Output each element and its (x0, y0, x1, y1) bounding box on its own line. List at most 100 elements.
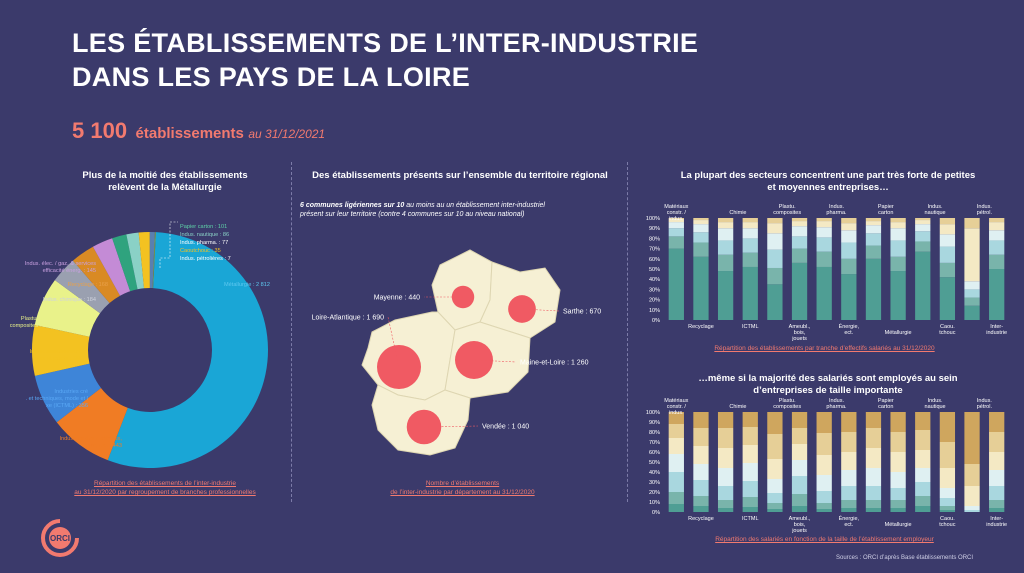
donut-slice-12 (152, 232, 156, 289)
bar-seg-1-1 (693, 242, 709, 257)
top-label-3: Indus. pharma. (826, 204, 847, 216)
bottom-label-5: Caou. tchouc (939, 516, 955, 528)
page-title: LES ÉTABLISSEMENTS DE L’INTER-INDUSTRIE … (72, 26, 698, 94)
panel2-note-bold: 6 communes ligériennes sur 10 (300, 202, 405, 209)
bar-seg-9-1 (890, 500, 906, 508)
donut-chart: Métallurgie : 2 812 Industries des matéri… (10, 221, 270, 468)
bar-seg-1-5 (693, 218, 709, 221)
bar-seg-12-2 (964, 289, 980, 298)
y-tick-0: 0% (652, 510, 660, 516)
bar-seg-9-5 (890, 432, 906, 452)
y-tick-9: 90% (649, 420, 660, 426)
panel2-note-rest: au moins au un établissement inter-indus… (404, 202, 545, 209)
bar-seg-5-2 (791, 476, 808, 494)
bar-seg-8-5 (865, 428, 882, 448)
bar-seg-7-3 (841, 230, 857, 243)
bar-seg-8-6 (865, 412, 882, 428)
bar-seg-1-4 (693, 446, 709, 464)
bar-seg-4-5 (767, 218, 783, 224)
panel4-title-line2: d’entreprises de taille importante (753, 385, 903, 396)
bar-seg-9-4 (890, 222, 906, 229)
map-label-1: Sarthe : 670 (563, 309, 601, 316)
map-leader-3 (473, 359, 517, 363)
donut-slice-10 (138, 232, 150, 289)
bar-seg-4-1 (767, 267, 783, 285)
panel4-title-line1: …même si la majorité des salariés sont e… (698, 373, 958, 384)
donut-slice-1 (56, 387, 128, 461)
bar-seg-2-4 (717, 222, 734, 229)
bar-seg-1-1 (693, 496, 709, 506)
bar-seg-9-0 (890, 508, 906, 512)
y-tick-7: 70% (649, 440, 660, 446)
bottom-label-4: Métallurgie (885, 330, 912, 336)
panel1-source[interactable]: Répartition des établissements de l’inte… (30, 479, 300, 497)
bar-seg-5-0 (791, 262, 808, 320)
panel2-note: 6 communes ligériennes sur 10 au moins a… (300, 201, 620, 219)
bar-seg-7-4 (841, 452, 857, 470)
panel3-title-line2: et moyennes entreprises… (767, 182, 889, 193)
bar-seg-2-3 (717, 468, 734, 486)
bar-seg-12-5 (964, 218, 980, 229)
bar-seg-4-4 (767, 223, 783, 234)
bar-seg-1-6 (693, 412, 709, 428)
y-tick-3: 30% (649, 287, 660, 293)
map-label-2: Loire-Atlantique : 1 690 (312, 315, 384, 322)
bar-seg-1-0 (693, 256, 709, 320)
bar-seg-13-4 (989, 222, 1005, 231)
donut-label-9: Indus. nautique : 86 (180, 232, 229, 238)
bar-seg-1-4 (693, 220, 709, 225)
bar-seg-13-0 (989, 508, 1005, 512)
bar-seg-0-1 (668, 236, 684, 249)
top-label-2: Plastu. composites (773, 204, 801, 216)
bar-seg-12-1 (964, 297, 980, 306)
bar-seg-10-3 (915, 224, 931, 232)
top-label-0: Matériaux constr. / indus. (664, 398, 688, 416)
bar-seg-12-3 (964, 281, 980, 290)
y-tick-8: 80% (649, 236, 660, 242)
panel1-source-line2: au 31/12/2020 par regroupement de branch… (74, 489, 256, 496)
donut-label-5: Indus. chimique : 184 (43, 297, 96, 303)
orci-logo: ORCI (41, 519, 79, 557)
bar-seg-2-0 (717, 508, 734, 512)
top-label-6: Indus. pétrol. (977, 398, 993, 410)
bar-seg-11-0 (939, 510, 956, 512)
bar-seg-13-1 (989, 500, 1005, 508)
bottom-label-6: Inter-industrie (986, 516, 1007, 528)
bar-seg-11-4 (939, 468, 956, 488)
bar-seg-9-3 (890, 228, 906, 241)
bar-seg-13-5 (989, 218, 1005, 223)
panel1-title-line2: relèvent de la Métallurgie (108, 182, 222, 193)
bar-seg-2-3 (717, 228, 734, 241)
bar-seg-1-3 (693, 224, 709, 233)
donut-label-2: Industries cré. et techniques, mode et l… (25, 389, 88, 409)
panel4-source[interactable]: Répartition des salariés en fonction de … (715, 536, 934, 543)
bar-seg-6-6 (816, 412, 832, 433)
bar-seg-3-2 (742, 238, 758, 253)
bar-seg-13-3 (989, 470, 1005, 486)
map-label-0: Mayenne : 440 (374, 295, 420, 302)
bar-seg-7-3 (841, 470, 857, 486)
bar-seg-3-0 (742, 507, 758, 512)
bar-seg-9-6 (890, 412, 906, 432)
kpi-label: établissements (135, 125, 244, 142)
donut-slice-2 (34, 363, 101, 423)
bar-seg-9-5 (890, 218, 906, 223)
kpi-date: au 31/12/2021 (248, 127, 326, 141)
bar-seg-2-1 (717, 500, 734, 508)
bar-seg-0-3 (668, 454, 684, 472)
map-label-4: Vendée : 1 040 (482, 424, 529, 431)
y-tick-10: 100% (646, 410, 660, 416)
bar-seg-8-0 (865, 258, 882, 320)
panel2-source[interactable]: Nombre d’établissements de l’inter-indus… (330, 479, 595, 497)
bar-seg-10-2 (915, 482, 931, 496)
bar-seg-0-5 (668, 424, 684, 438)
bottom-label-2: Ameubl., bois, jouets (789, 516, 811, 534)
bar-seg-3-4 (742, 445, 758, 463)
panel3-source[interactable]: Répartition des établissements par tranc… (714, 345, 935, 352)
bar-seg-0-4 (668, 438, 684, 454)
bar-seg-8-3 (865, 468, 882, 486)
bar-seg-1-2 (693, 480, 709, 496)
bar-seg-6-3 (816, 227, 832, 238)
bar-seg-8-5 (865, 218, 882, 222)
footer-source: Sources : ORCI d’après Base établissemen… (836, 555, 974, 561)
